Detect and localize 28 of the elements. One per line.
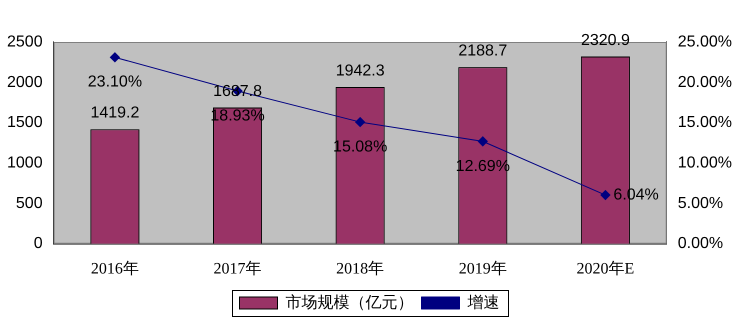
point [110,52,120,62]
y-tick-label: 2000 [7,74,43,91]
legend-label: 增速 [466,293,500,312]
y2-tick-label: 20.00% [678,74,732,91]
y-tick-label: 500 [16,194,43,212]
y2-tick-label: 0.00% [678,235,724,252]
data-label: 1419.2 [90,104,140,122]
x-tick-label: 2016年 [90,260,139,278]
data-label: 2320.9 [580,32,630,49]
point [355,117,366,128]
y-tick-label: 2500 [7,33,43,50]
legend-label: 市场规模（亿元） [286,293,414,312]
y2-tick-label: 5.00% [678,194,724,212]
point [478,136,488,146]
x-tick-label: 2018年 [336,260,384,278]
y-tick-label: 1500 [7,114,43,132]
x-tick-label: 2017年 [214,260,262,278]
point [600,190,610,200]
y-tick-label: 0 [34,235,43,252]
y2-tick-label: 15.00% [678,114,732,132]
y2-tick-label: 25.00% [678,33,732,50]
data-label: 2188.7 [458,42,508,60]
x-tick-label: 2020年E [576,260,634,278]
y-tick-label: 1000 [7,154,43,172]
data-label: 1942.3 [336,62,385,80]
data-label: 23.10% [88,74,142,91]
x-tick-label: 2019年 [458,260,507,278]
y2-tick-label: 10.00% [678,154,732,172]
